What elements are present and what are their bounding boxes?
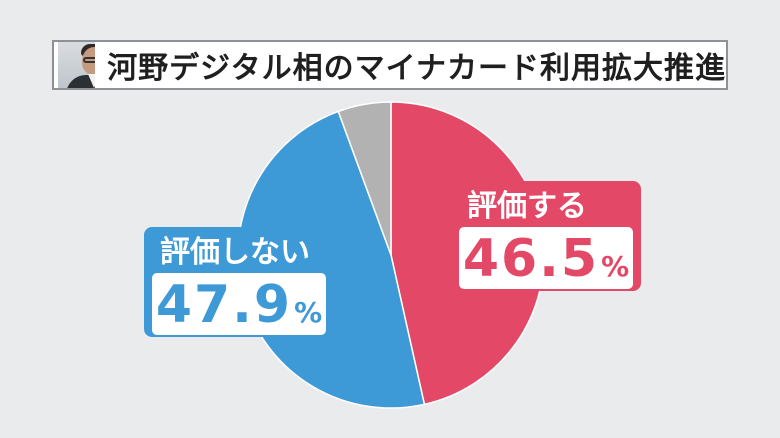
callout-support: 評価する 46.5 % [451, 181, 641, 291]
slice-label-oppose: 評価しない [160, 235, 310, 270]
callout-oppose: 評価しない 47.9 % [144, 227, 334, 337]
page-title: 河野デジタル相のマイナカード利用拡大推進 [107, 51, 726, 86]
value-box-support: 46.5 % [459, 227, 633, 289]
slice-label-support: 評価する [467, 189, 587, 224]
value-box-oppose: 47.9 % [152, 273, 326, 335]
slice-unit-oppose: % [294, 296, 323, 329]
slice-unit-support: % [601, 250, 630, 283]
title-bar: 河野デジタル相のマイナカード利用拡大推進 [52, 40, 728, 90]
slice-value-support: 46.5 [462, 229, 600, 289]
avatar [58, 42, 96, 88]
pie-slice-other [337, 101, 392, 256]
slice-value-oppose: 47.9 [155, 275, 293, 335]
